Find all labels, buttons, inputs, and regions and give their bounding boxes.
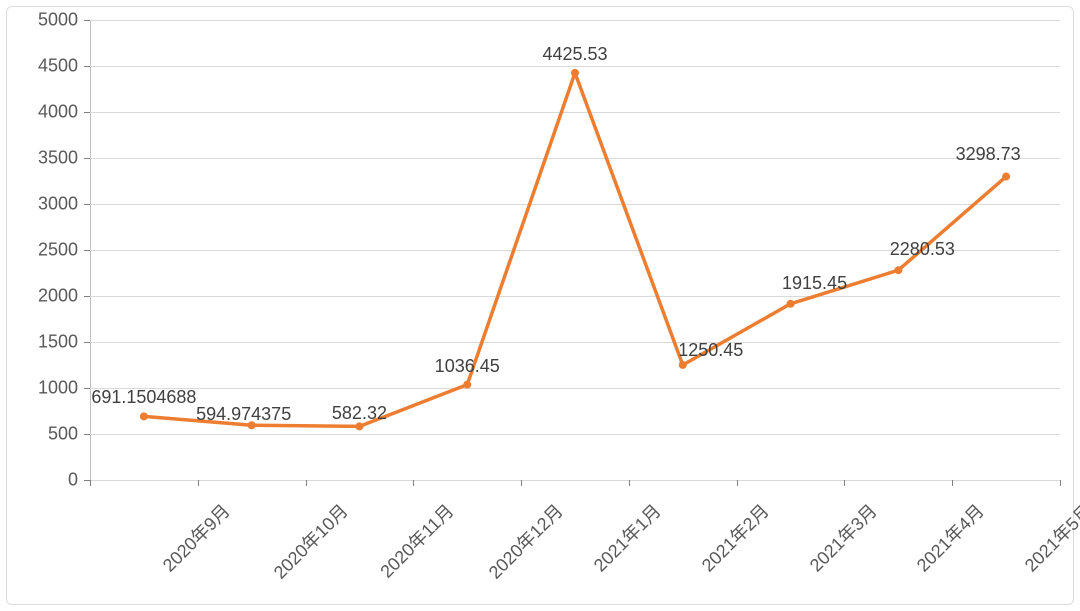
data-label: 691.1504688 (91, 387, 196, 408)
line-series (0, 0, 1080, 611)
data-label: 1915.45 (782, 273, 847, 294)
data-label: 1250.45 (678, 340, 743, 361)
series-marker (1002, 173, 1010, 181)
data-label: 582.32 (332, 403, 387, 424)
series-marker (787, 300, 795, 308)
data-label: 594.974375 (196, 404, 291, 425)
data-label: 3298.73 (956, 144, 1021, 165)
series-marker (894, 266, 902, 274)
series-marker (463, 381, 471, 389)
data-label: 1036.45 (435, 356, 500, 377)
series-marker (679, 361, 687, 369)
series-marker (140, 412, 148, 420)
data-label: 2280.53 (890, 239, 955, 260)
series-marker (571, 69, 579, 77)
data-label: 4425.53 (542, 44, 607, 65)
series-line (144, 73, 1006, 427)
